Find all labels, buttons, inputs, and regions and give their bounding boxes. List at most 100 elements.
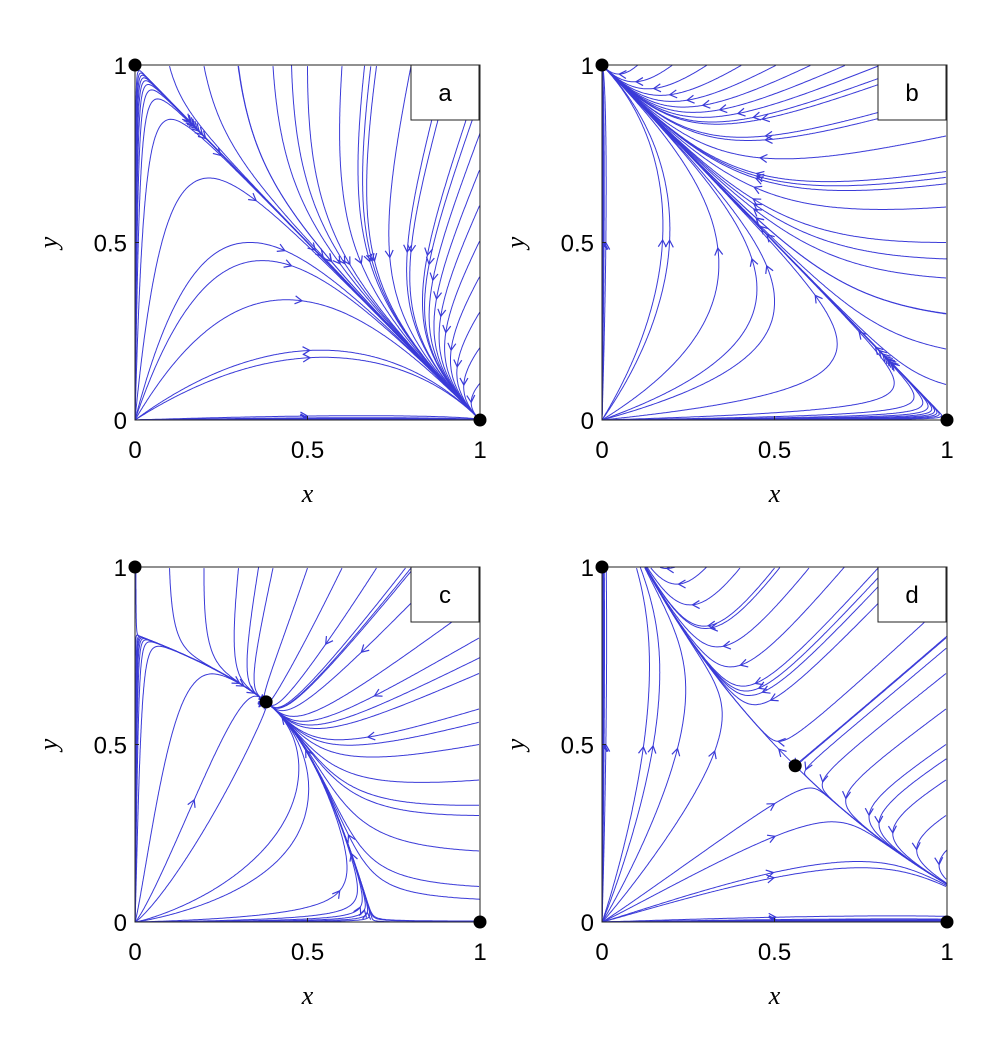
flow-arrow bbox=[752, 111, 762, 121]
flow-arrow bbox=[819, 774, 829, 784]
flow-arrow bbox=[332, 889, 341, 899]
panel: 0 0.5 1 0 0.5 1 x y d bbox=[501, 555, 954, 1010]
streamline bbox=[794, 637, 947, 885]
flow-arrow bbox=[754, 676, 764, 686]
y-tick-label: 0.5 bbox=[561, 733, 594, 760]
y-tick-label: 0.5 bbox=[94, 231, 127, 258]
equilibrium-point bbox=[473, 915, 487, 929]
flow-arrow bbox=[722, 640, 732, 650]
flow-arrow bbox=[453, 359, 463, 369]
flow-arrow bbox=[652, 83, 662, 93]
x-tick-label: 0.5 bbox=[291, 939, 324, 966]
streamline bbox=[602, 65, 838, 420]
streamline bbox=[265, 567, 377, 706]
streamline bbox=[602, 65, 776, 102]
streamline bbox=[135, 639, 268, 922]
flow-arrow bbox=[181, 113, 191, 123]
flow-arrow bbox=[647, 744, 657, 754]
flow-arrow bbox=[325, 636, 334, 646]
panel: 0 0.5 1 0 0.5 1 x y b bbox=[501, 53, 954, 508]
flow-arrow bbox=[407, 244, 417, 254]
flow-arrow bbox=[665, 567, 675, 574]
x-axis-label: x bbox=[301, 479, 314, 508]
equilibrium-point bbox=[595, 58, 609, 72]
streamline bbox=[135, 349, 480, 420]
flow-arrow bbox=[437, 308, 447, 318]
flow-arrow bbox=[638, 745, 647, 755]
panel: 0 0.5 1 0 0.5 1 x y a bbox=[34, 53, 487, 508]
streamline bbox=[821, 673, 947, 885]
flow-arrow bbox=[366, 731, 376, 741]
streamline bbox=[602, 67, 895, 420]
flow-arrow bbox=[634, 77, 644, 87]
y-tick-label: 0.5 bbox=[561, 231, 594, 258]
flow-arrow bbox=[677, 579, 686, 589]
streamline bbox=[602, 65, 673, 83]
x-axis-label: x bbox=[768, 981, 781, 1010]
flow-arrow bbox=[841, 790, 851, 800]
flow-arrow bbox=[212, 147, 222, 157]
y-tick-label: 1 bbox=[114, 53, 127, 80]
flow-arrow bbox=[891, 362, 901, 372]
streamline bbox=[136, 701, 363, 922]
x-tick-label: 1 bbox=[940, 939, 953, 966]
streamline bbox=[135, 635, 268, 922]
flow-arrow bbox=[664, 238, 674, 248]
flow-arrow bbox=[911, 841, 921, 851]
streamline bbox=[602, 65, 775, 420]
flow-arrow bbox=[768, 915, 778, 922]
streamline bbox=[135, 695, 267, 922]
panel-label-box bbox=[877, 64, 947, 121]
x-tick-label: 1 bbox=[940, 437, 953, 464]
flow-arrow bbox=[761, 113, 771, 123]
flow-arrow bbox=[671, 747, 681, 757]
flow-arrow bbox=[373, 688, 383, 697]
streamline bbox=[938, 849, 947, 880]
streamline bbox=[263, 567, 308, 704]
flow-arrow bbox=[442, 324, 452, 334]
y-axis-label: y bbox=[501, 236, 530, 251]
flow-arrow bbox=[714, 246, 724, 256]
streamlines bbox=[602, 65, 947, 420]
streamline bbox=[136, 701, 348, 922]
flow-arrow bbox=[360, 644, 370, 654]
equilibrium-point bbox=[473, 413, 487, 427]
flow-arrow bbox=[757, 681, 767, 690]
flow-arrow bbox=[447, 342, 457, 352]
flow-arrow bbox=[709, 622, 719, 632]
flow-arrow bbox=[248, 192, 258, 202]
x-tick-label: 0 bbox=[595, 939, 608, 966]
x-tick-label: 0.5 bbox=[291, 437, 324, 464]
flow-arrow bbox=[459, 377, 469, 387]
streamline bbox=[246, 567, 267, 703]
flow-arrow bbox=[804, 761, 813, 771]
flow-arrow bbox=[753, 185, 763, 195]
y-tick-label: 0 bbox=[114, 910, 127, 937]
streamline bbox=[136, 701, 310, 922]
streamline bbox=[602, 65, 671, 420]
flow-arrow bbox=[814, 294, 823, 304]
flow-arrow bbox=[302, 346, 311, 356]
flow-arrow bbox=[708, 750, 717, 760]
streamline bbox=[135, 700, 268, 922]
flow-arrow bbox=[887, 825, 897, 835]
flow-arrow bbox=[691, 600, 700, 610]
y-axis-label: y bbox=[34, 738, 63, 753]
panel-label-box bbox=[410, 566, 480, 623]
flow-arrow bbox=[864, 807, 874, 817]
flow-arrow bbox=[429, 272, 439, 282]
flow-arrow bbox=[337, 255, 346, 265]
flow-arrow bbox=[739, 658, 749, 668]
flow-arrow bbox=[685, 94, 695, 104]
x-tick-label: 1 bbox=[473, 437, 486, 464]
streamline bbox=[203, 568, 268, 704]
x-axis-label: x bbox=[768, 479, 781, 508]
panel-label: a bbox=[438, 80, 452, 107]
equilibrium-point bbox=[128, 58, 142, 72]
streamline bbox=[135, 637, 267, 922]
flow-arrow bbox=[354, 255, 363, 265]
streamline bbox=[264, 567, 406, 709]
equilibrium-point bbox=[940, 915, 954, 929]
x-tick-label: 1 bbox=[473, 939, 486, 966]
